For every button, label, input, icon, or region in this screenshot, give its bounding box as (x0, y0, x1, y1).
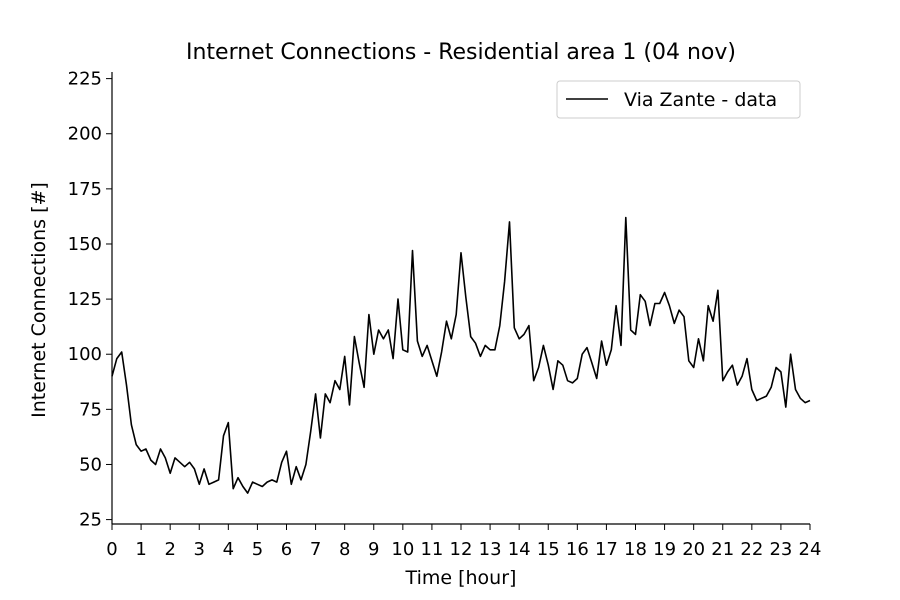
x-tick-label: 9 (368, 539, 379, 560)
y-tick-label: 75 (79, 399, 102, 420)
legend-label: Via Zante - data (624, 89, 777, 111)
y-axis-ticks: 25 50 75 100 125 150 175 200 225 (68, 69, 112, 531)
x-tick-label: 21 (711, 539, 734, 560)
y-tick-label: 150 (68, 234, 102, 255)
x-tick-label: 22 (740, 539, 763, 560)
x-tick-label: 5 (252, 539, 263, 560)
y-tick-label: 125 (68, 289, 102, 310)
x-tick-label: 4 (223, 539, 234, 560)
x-tick-label: 11 (420, 539, 443, 560)
x-tick-label: 7 (310, 539, 321, 560)
x-tick-label: 14 (508, 539, 531, 560)
x-tick-label: 20 (682, 539, 705, 560)
y-axis-label: Internet Connections [#] (28, 182, 50, 418)
x-tick-label: 15 (537, 539, 560, 560)
y-tick-label: 25 (79, 510, 102, 531)
x-tick-label: 13 (479, 539, 502, 560)
x-tick-label: 24 (799, 539, 822, 560)
x-tick-label: 3 (194, 539, 205, 560)
y-tick-label: 100 (68, 344, 102, 365)
x-tick-label: 18 (624, 539, 647, 560)
y-tick-label: 200 (68, 124, 102, 145)
x-tick-label: 2 (164, 539, 175, 560)
x-tick-label: 12 (450, 539, 473, 560)
chart-title: Internet Connections - Residential area … (186, 40, 736, 65)
x-tick-label: 10 (391, 539, 414, 560)
x-axis-ticks: 0 1 2 3 4 5 6 7 8 9 10 11 12 13 14 15 16 17 18 19 20 21 22 23 24 (106, 524, 821, 560)
x-tick-label: 0 (106, 539, 117, 560)
x-tick-label: 1 (135, 539, 146, 560)
x-axis-label: Time [hour] (405, 567, 517, 589)
x-tick-label: 23 (769, 539, 792, 560)
y-tick-label: 50 (79, 454, 102, 475)
legend: Via Zante - data (556, 80, 801, 119)
x-tick-label: 19 (653, 539, 676, 560)
legend-frame (556, 80, 801, 119)
x-tick-label: 8 (339, 539, 350, 560)
series-line-via-zante (111, 216, 811, 494)
y-tick-label: 225 (68, 69, 102, 90)
x-tick-label: 16 (566, 539, 589, 560)
x-tick-label: 17 (595, 539, 618, 560)
y-tick-label: 175 (68, 179, 102, 200)
x-tick-label: 6 (281, 539, 292, 560)
